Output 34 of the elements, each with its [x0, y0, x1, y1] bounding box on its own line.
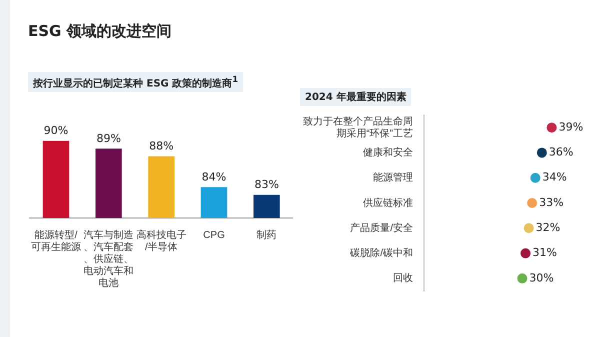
data-label: 33%: [539, 196, 564, 209]
data-label: 88%: [149, 140, 174, 153]
data-label: 84%: [202, 170, 226, 184]
y-tick-label: 供应链标准: [363, 196, 413, 209]
data-label: 36%: [548, 146, 574, 159]
point: [536, 148, 547, 158]
x-tick-label: 能源转型/可再生能源: [31, 228, 81, 253]
x-tick-label: CPG: [203, 230, 226, 241]
y-tick-label: 回收: [393, 273, 413, 284]
x-tick-label: 高科技电子/半导体: [136, 228, 186, 253]
y-tick-label: 能源管理: [373, 172, 413, 184]
y-tick-label: 健康和安全: [363, 146, 413, 158]
text: 2024 年最重要的因素: [300, 88, 412, 106]
x-tick-label: 制药: [256, 228, 277, 241]
y-tick-label: 碳脱除/碳中和: [349, 247, 413, 260]
point: [527, 198, 538, 208]
data-label: 34%: [542, 170, 567, 184]
y-tick-label: 致力于在整个产品生命周期采用“环保”工艺: [303, 115, 413, 140]
chart-subtitle: 按行业显示的已制定某种 ESG 政策的制造商$^{1}$: [28, 72, 244, 92]
data-label: 89%: [96, 132, 121, 145]
point: [524, 223, 534, 234]
data-label: 90%: [44, 124, 68, 138]
data-label: 30%: [529, 271, 554, 284]
data-label: 31%: [532, 246, 557, 260]
data-label: 39%: [558, 120, 584, 134]
x-tick-label: 汽车与制造、汽车配套、供应链、电动汽车和电池: [84, 228, 134, 289]
point: [546, 122, 557, 133]
data-label: 83%: [254, 178, 279, 192]
point: [517, 273, 528, 284]
data-label: 32%: [536, 221, 560, 234]
chart-title: ESG 领域的改进空间: [28, 22, 173, 41]
point: [520, 248, 531, 258]
point: [530, 172, 540, 183]
y-tick-label: 产品质量/安全: [350, 222, 413, 234]
